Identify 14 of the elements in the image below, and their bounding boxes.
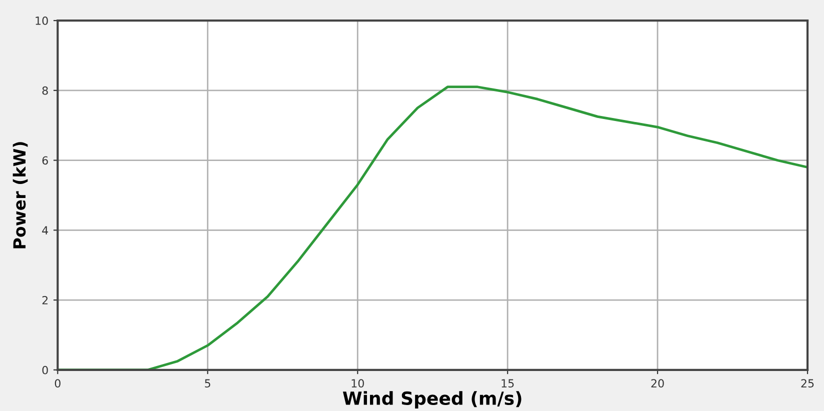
y-tick-label: 10	[36, 16, 48, 25]
y-tick-label: 2	[42, 296, 48, 304]
y-tick-label: 0	[42, 366, 48, 374]
x-tick-label: 25	[801, 379, 814, 388]
x-axis-title: Wind Speed (m/s)	[342, 391, 522, 409]
x-tick-label: 5	[204, 379, 210, 388]
y-tick-label: 4	[42, 226, 48, 234]
y-tick-label: 6	[42, 156, 48, 165]
y-tick-label: 8	[42, 86, 48, 95]
x-tick-label: 20	[651, 379, 664, 388]
x-tick-label: 15	[502, 379, 514, 388]
x-tick-label: 0	[54, 379, 60, 388]
y-axis-title: Power (kW)	[12, 142, 28, 248]
x-tick-label: 10	[352, 379, 364, 388]
